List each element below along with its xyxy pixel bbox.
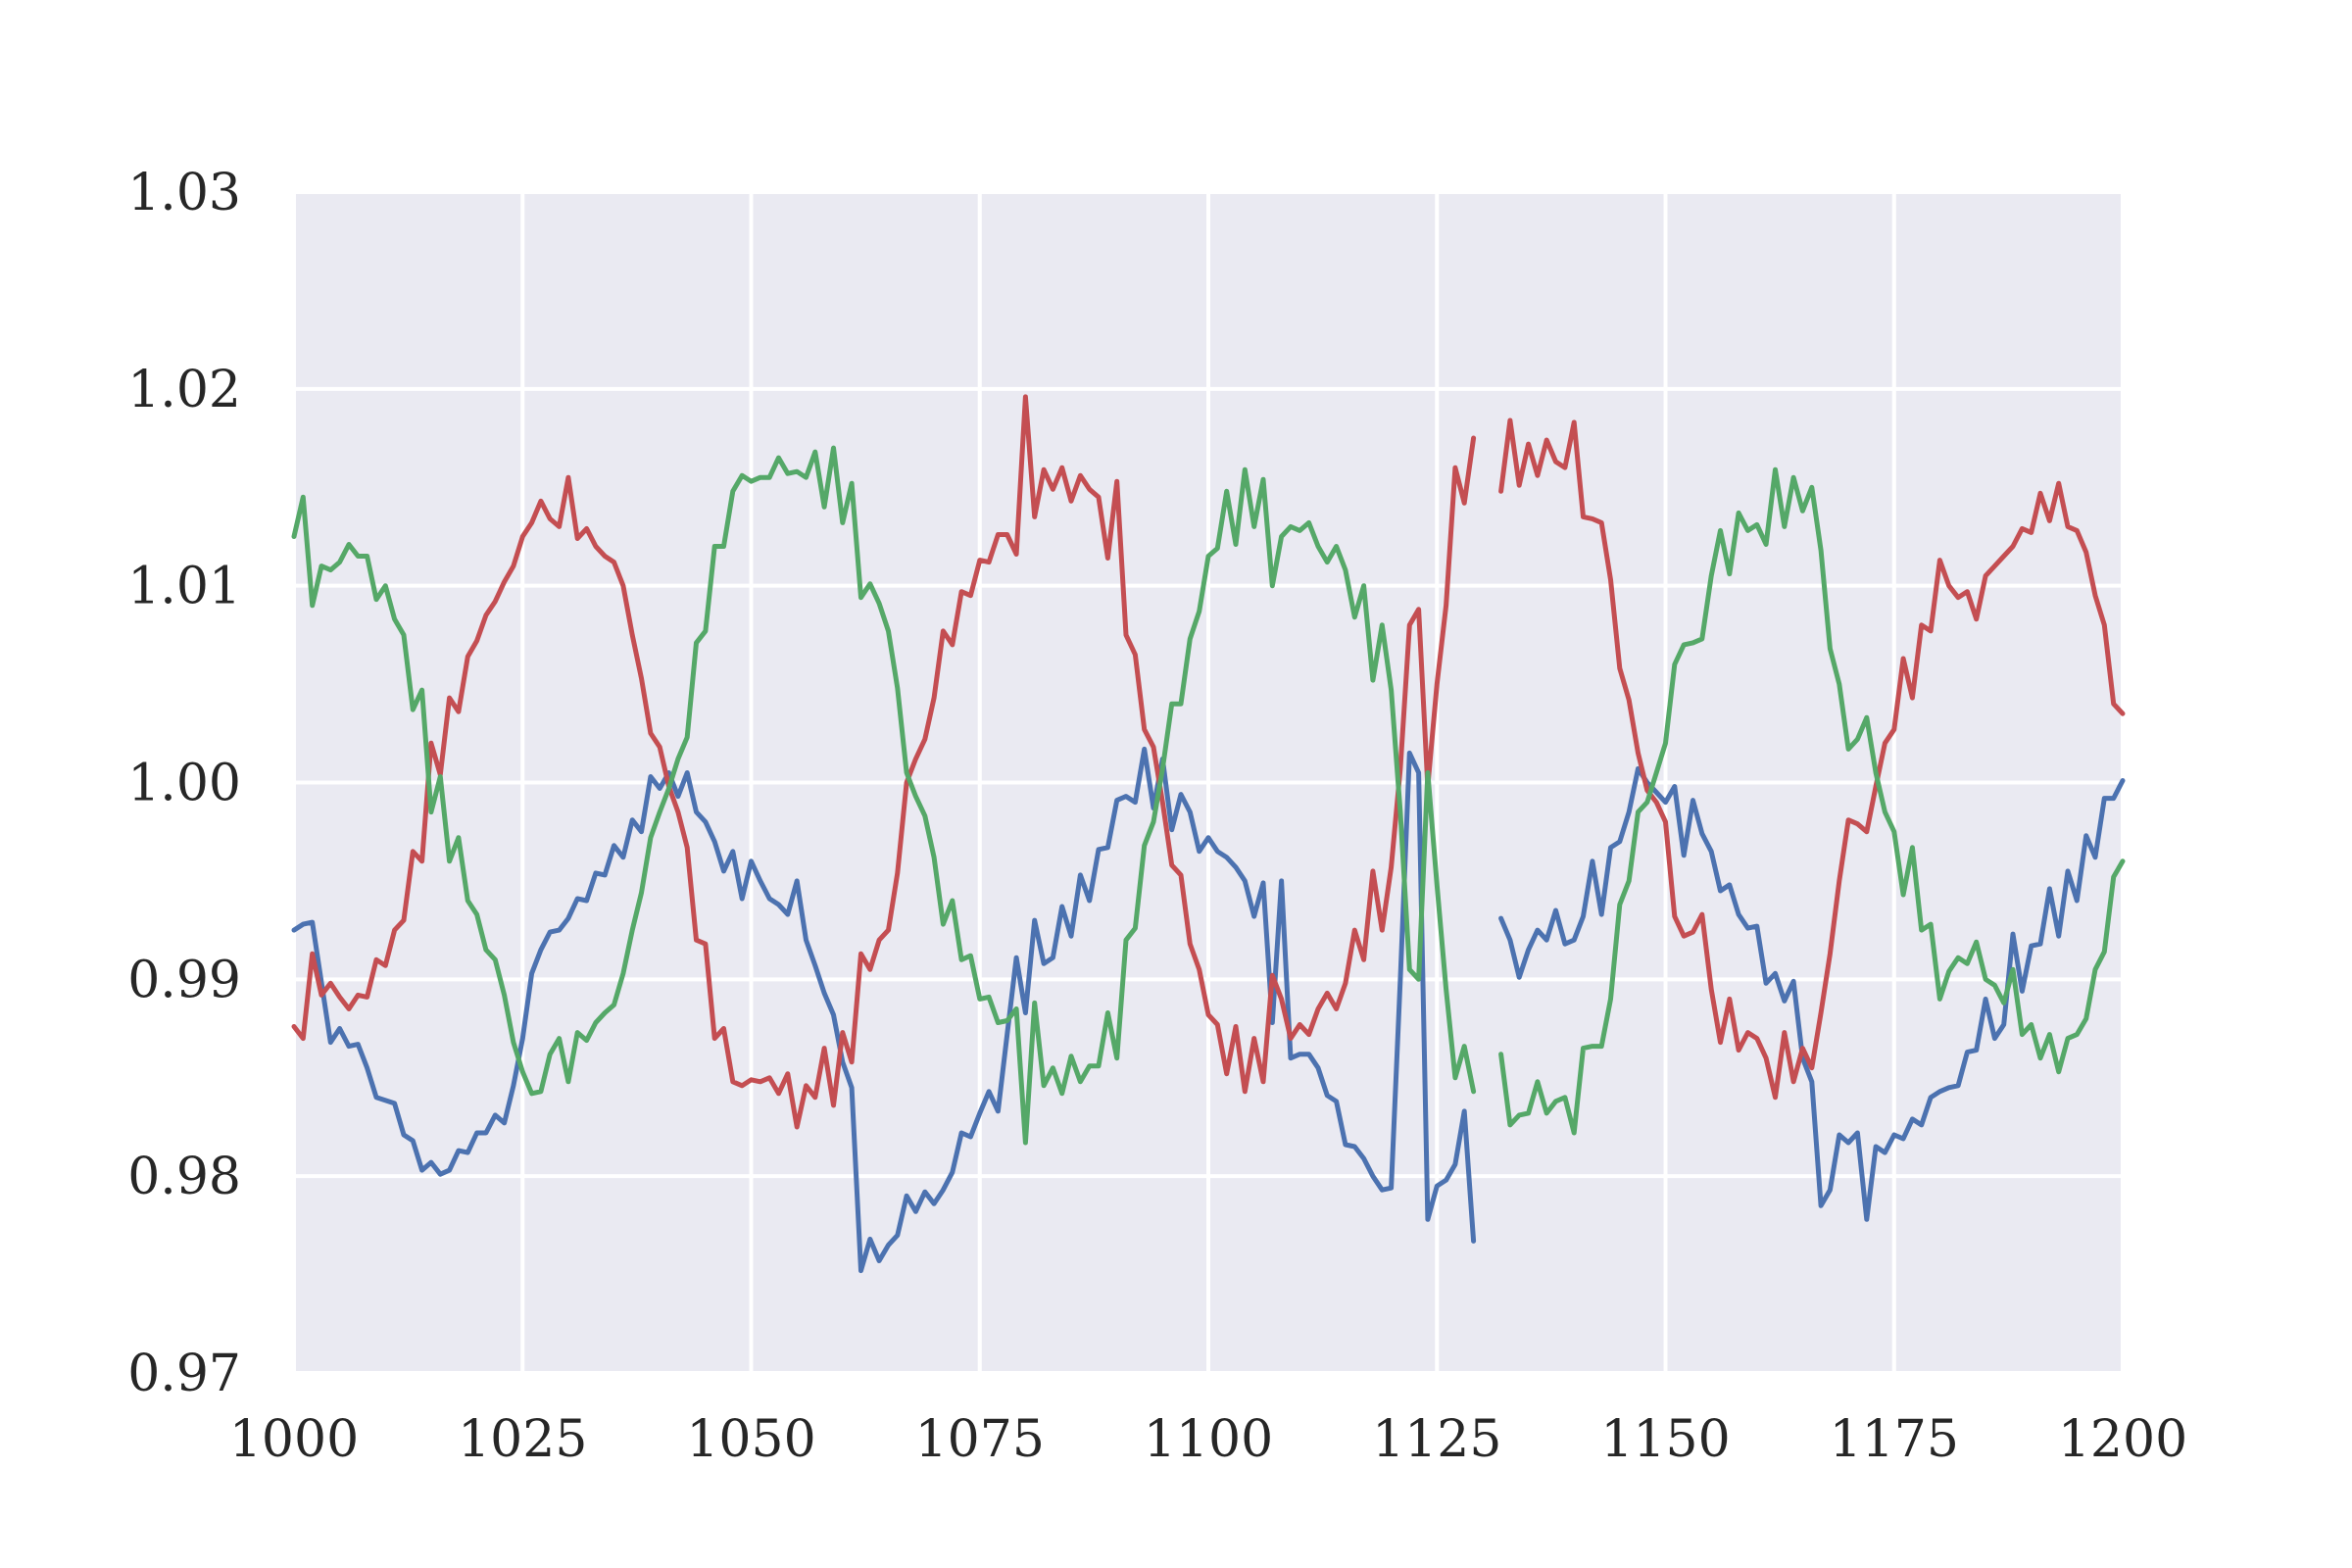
y-tick-label: 0.97 xyxy=(127,1345,241,1403)
x-tick-labels: 1000 1025 1050 1075 1100 1125 1150 1175 1200 xyxy=(229,1410,2187,1469)
x-tick-label: 1025 xyxy=(458,1410,587,1469)
y-tick-labels: 0.97 0.98 0.99 1.00 1.01 1.02 1.03 xyxy=(127,164,241,1403)
y-tick-label: 1.01 xyxy=(127,558,241,616)
x-tick-label: 1100 xyxy=(1144,1410,1273,1469)
series-blue-line xyxy=(291,746,2126,1274)
y-tick-label: 1.02 xyxy=(127,361,241,419)
x-tick-label: 1175 xyxy=(1830,1410,1959,1469)
x-tick-label: 1150 xyxy=(1600,1410,1730,1469)
y-tick-label: 1.03 xyxy=(127,164,241,222)
x-tick-label: 1000 xyxy=(229,1410,359,1469)
x-tick-label: 1200 xyxy=(2058,1410,2187,1469)
y-tick-label: 1.00 xyxy=(127,755,241,813)
x-tick-label: 1075 xyxy=(915,1410,1045,1469)
y-tick-label: 0.99 xyxy=(127,951,241,1009)
y-tick-label: 0.98 xyxy=(127,1148,241,1206)
series-layer xyxy=(291,394,2126,1274)
series-red-line xyxy=(291,394,2126,1130)
x-tick-label: 1050 xyxy=(686,1410,815,1469)
series-green-line xyxy=(291,445,2126,1146)
x-tick-label: 1125 xyxy=(1372,1410,1501,1469)
